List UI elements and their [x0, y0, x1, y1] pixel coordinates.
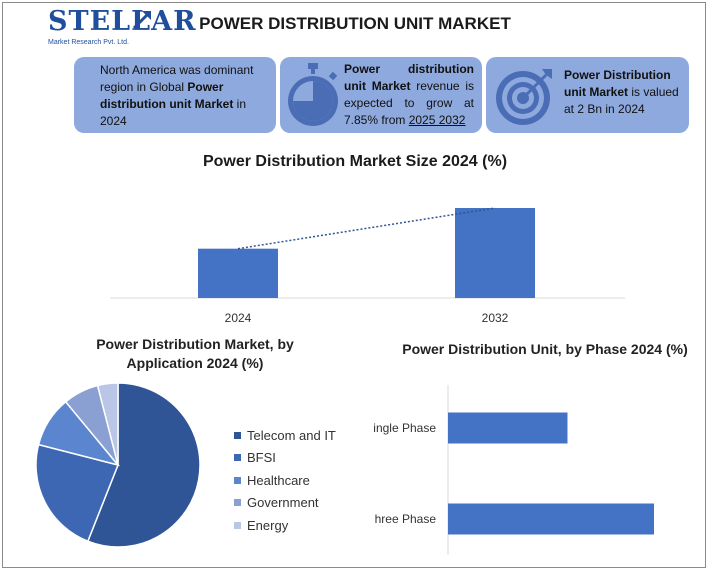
legend-item: BFSI: [234, 447, 336, 470]
legend-item: Healthcare: [234, 469, 336, 492]
legend-swatch: [234, 476, 241, 484]
legend-swatch: [234, 521, 241, 529]
bar-phase-1: [448, 503, 654, 535]
application-chart-title: Power Distribution Market, by Applicatio…: [96, 336, 294, 371]
x-tick-label: 2024: [225, 311, 252, 325]
phase-bar-chart: ingle Phase hree Phase: [373, 385, 654, 555]
target-icon: [496, 69, 552, 125]
card1-tail: in 2024: [100, 97, 247, 128]
y-tick-label: hree Phase: [375, 512, 437, 526]
bar-2024: [198, 248, 278, 298]
legend-label: Government: [247, 495, 319, 511]
y-tick-label: ingle Phase: [373, 421, 436, 435]
card1-text: North America was dominant region in Glo…: [100, 63, 254, 94]
card3-text: is valued at 2 Bn in 2024: [564, 85, 679, 116]
legend-label: Telecom and IT: [247, 427, 336, 443]
legend-label: Healthcare: [247, 472, 310, 488]
legend-label: BFSI: [247, 450, 276, 466]
pie-slice-telecom-and-it: [86, 382, 201, 548]
legend-swatch: [234, 454, 241, 462]
legend-item: Telecom and IT: [234, 424, 336, 447]
legend-swatch: [234, 431, 241, 439]
application-legend: Telecom and IT BFSI Healthcare Government En…: [234, 424, 336, 537]
stellar-logo: STELLAR Market Research Pvt. Ltd.: [40, 6, 196, 50]
legend-swatch: [234, 499, 241, 507]
bar-2032: [455, 208, 535, 298]
card2-bold: Power distribution unit Market: [344, 62, 474, 93]
page-title: POWER DISTRIBUTION UNIT MARKET: [199, 14, 511, 33]
info-card-region: North America was dominant region in Glo…: [74, 57, 276, 133]
info-card-growth: Power distribution unit Market revenue i…: [280, 57, 482, 133]
card1-bold: Power distribution unit Market: [100, 80, 234, 111]
trendline: [237, 207, 496, 250]
pie-slice-bfsi: [35, 443, 120, 543]
application-pie-chart: [35, 382, 201, 548]
market-size-chart: 2024 2032: [110, 207, 625, 325]
logo-subtitle: Market Research Pvt. Ltd.: [48, 39, 129, 46]
legend-label: Energy: [247, 517, 289, 533]
chart-frame: [2, 2, 706, 568]
card2-link[interactable]: 2025 2032: [408, 113, 466, 127]
info-card-value: Power Distribution unit Market is valued…: [486, 57, 689, 133]
stopwatch-icon: [288, 63, 338, 126]
logo-arrow-icon: [132, 10, 152, 30]
phase-chart-title: Power Distribution Unit, by Phase 2024 (…: [402, 341, 688, 357]
card2-text: revenue is expected to grow at 7.85% fro…: [344, 79, 474, 127]
pie-slice-energy: [96, 382, 119, 466]
legend-item: Government: [234, 492, 336, 515]
x-tick-label: 2032: [482, 311, 509, 325]
logo-wordmark: STELLAR: [48, 6, 197, 37]
legend-item: Energy: [234, 514, 336, 537]
card3-bold: Power Distribution unit Market: [564, 68, 671, 99]
market-size-chart-title: Power Distribution Market Size 2024 (%): [202, 153, 508, 170]
bar-phase-0: [448, 412, 568, 444]
